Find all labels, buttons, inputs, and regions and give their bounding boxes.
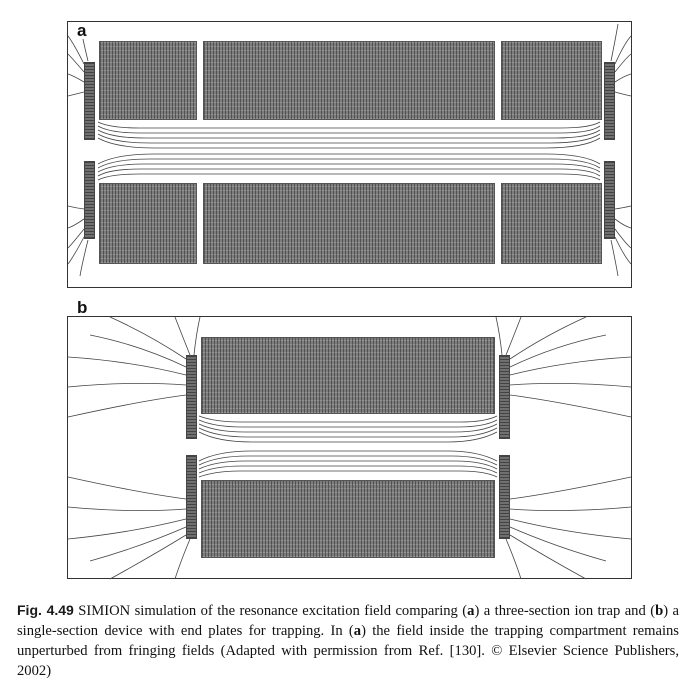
panel-a-field-lines [67, 23, 632, 277]
panel-a-left-lower-end-plate [84, 161, 95, 239]
panel-a-lower-right-electrode [501, 183, 602, 264]
panel-b: b [0, 295, 696, 590]
panel-b-right-upper-end-plate [499, 355, 510, 439]
caption-ref-b: b [655, 603, 664, 619]
panel-b-lower-electrode [201, 480, 495, 558]
panel-b-label: b [74, 299, 91, 316]
panel-a-upper-center-electrode [203, 41, 495, 120]
figure-caption: Fig. 4.49 SIMION simulation of the reson… [17, 600, 679, 681]
panel-a-lower-center-electrode [203, 183, 495, 264]
panel-a-upper-left-electrode [99, 41, 197, 120]
panel-b-left-upper-end-plate [186, 355, 197, 439]
figure-number: Fig. 4.49 [17, 602, 74, 618]
caption-text-2: ) a three-section ion trap and ( [474, 603, 656, 619]
caption-text-3: ) a single-section device with end plate… [17, 603, 679, 639]
panel-a: a [0, 0, 696, 295]
panel-a-label: a [74, 22, 90, 39]
panel-a-lower-left-electrode [99, 183, 197, 264]
panel-a-left-upper-end-plate [84, 62, 95, 140]
panel-a-right-upper-end-plate [604, 62, 615, 140]
caption-ref-a-2: a [353, 623, 362, 639]
panel-a-upper-right-electrode [501, 41, 602, 120]
panel-b-right-lower-end-plate [499, 455, 510, 539]
panel-b-field-lines [67, 316, 632, 580]
caption-text-1: SIMION simulation of the resonance excit… [73, 603, 468, 619]
panel-b-upper-electrode [201, 337, 495, 414]
caption-text-4: ) the field inside the trapping compartm… [17, 623, 679, 679]
panel-b-left-lower-end-plate [186, 455, 197, 539]
caption-ref-a-1: a [467, 603, 475, 619]
panel-a-right-lower-end-plate [604, 161, 615, 239]
